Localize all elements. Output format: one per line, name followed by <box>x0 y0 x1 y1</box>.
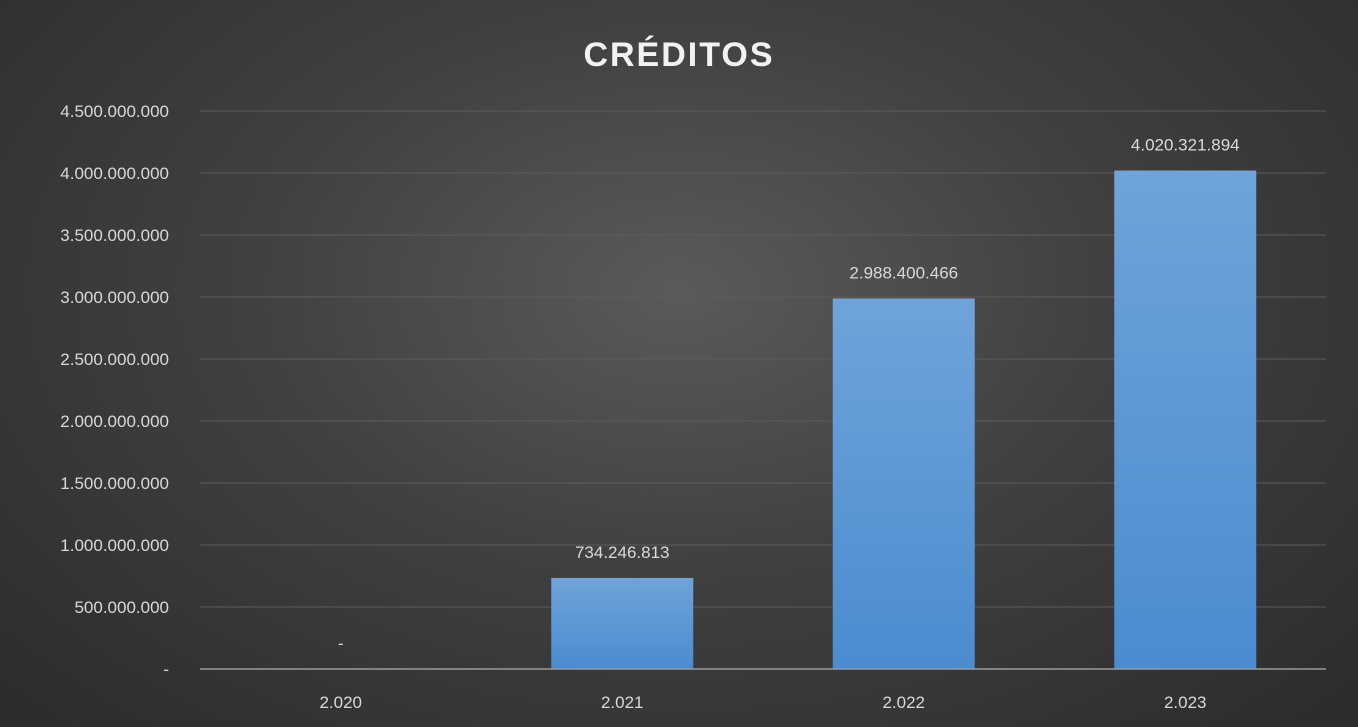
y-tick-label: 2.000.000.000 <box>60 412 169 431</box>
y-tick-label: 4.000.000.000 <box>60 164 169 183</box>
bars <box>551 170 1257 669</box>
y-tick-label: 3.000.000.000 <box>60 288 169 307</box>
x-tick-label: 2.020 <box>319 693 362 712</box>
x-tick-label: 2.023 <box>1164 693 1207 712</box>
y-axis-tick-labels: - 500.000.000 1.000.000.000 1.500.000.000 2.… <box>60 102 169 679</box>
x-tick-label: 2.021 <box>601 693 644 712</box>
y-tick-label: - <box>163 660 169 679</box>
y-tick-label: 1.000.000.000 <box>60 536 169 555</box>
gridlines <box>200 110 1326 608</box>
y-tick-label: 4.500.000.000 <box>60 102 169 121</box>
bar-2.023 <box>1114 170 1257 669</box>
y-tick-label: 1.500.000.000 <box>60 474 169 493</box>
data-label-2.022: 2.988.400.466 <box>849 263 958 282</box>
y-tick-label: 3.500.000.000 <box>60 226 169 245</box>
x-axis-tick-labels: 2.020 2.021 2.022 2.023 <box>319 693 1206 712</box>
data-labels: - 734.246.813 2.988.400.466 4.020.321.894 <box>338 135 1240 653</box>
y-tick-label: 500.000.000 <box>74 598 169 617</box>
data-label-2.020: - <box>338 634 344 653</box>
x-tick-label: 2.022 <box>882 693 925 712</box>
data-label-2.023: 4.020.321.894 <box>1131 135 1240 154</box>
data-label-2.021: 734.246.813 <box>575 543 670 562</box>
bar-2.022 <box>832 298 975 669</box>
bar-2.021 <box>551 577 694 669</box>
chart-title: CRÉDITOS <box>583 36 774 74</box>
y-tick-label: 2.500.000.000 <box>60 350 169 369</box>
